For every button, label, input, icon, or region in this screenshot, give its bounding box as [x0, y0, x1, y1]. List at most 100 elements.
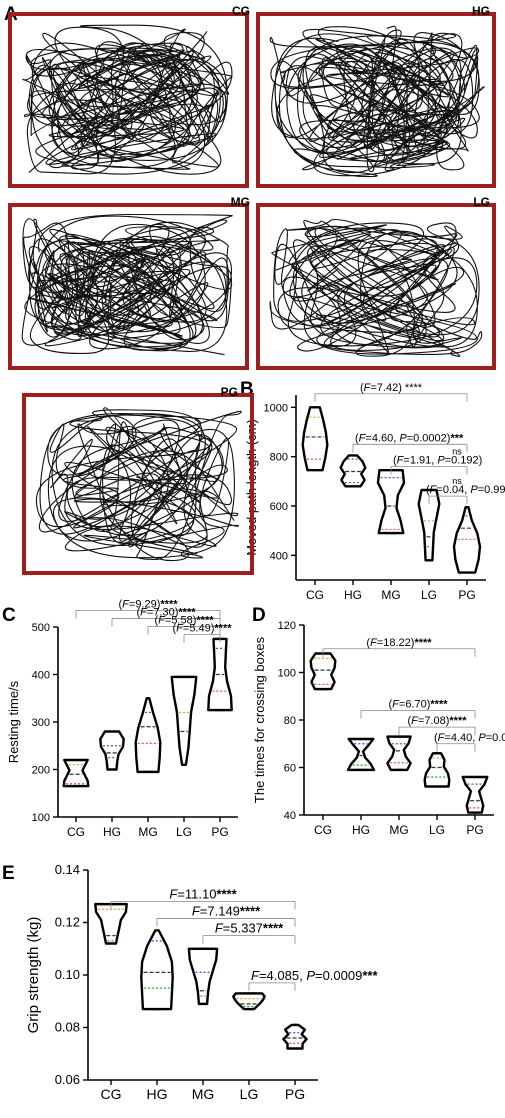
- violin-pg: [207, 637, 233, 712]
- x-tick-label: HG: [344, 588, 362, 602]
- x-tick-label: MG: [138, 825, 157, 839]
- panel-label-d: D: [252, 605, 266, 626]
- y-tick-label: 40: [284, 810, 296, 822]
- track-cg: [8, 12, 249, 188]
- ns-label: ns: [452, 476, 462, 486]
- stars: ****: [216, 887, 237, 902]
- annotation-text: (F=7.30)****: [136, 606, 196, 618]
- violin-outline: [140, 929, 174, 1011]
- track-label: HG: [472, 4, 490, 18]
- violin-outline: [452, 506, 482, 574]
- stars: ****: [160, 598, 178, 610]
- stars: ***: [450, 432, 464, 444]
- panel-label-c: C: [2, 605, 16, 626]
- violin-outline: [346, 737, 376, 772]
- y-tick-label: 300: [32, 717, 50, 729]
- bracket: (F=6.70)****: [360, 699, 476, 719]
- violin-outline: [187, 947, 219, 1006]
- y-tick-label: 500: [32, 622, 50, 634]
- violin-lg: [232, 992, 266, 1011]
- annotation-text: (F=4.60, P=0.0002)***: [355, 432, 464, 444]
- x-tick-label: HG: [352, 823, 370, 837]
- x-tick-label: CG: [306, 588, 324, 602]
- track-label: MG: [231, 195, 250, 209]
- movement-path: [21, 213, 233, 356]
- violin-hg: [346, 737, 376, 772]
- axes: 100 200 300 400 500 CG HG MG LG PG: [32, 622, 238, 839]
- chart-c: C 100 200 300 400 500 CG HG MG LG PG Resting time/s…: [2, 598, 238, 839]
- violin-pg: [452, 506, 482, 574]
- y-tick-label: 120: [278, 620, 296, 632]
- bracket: F=5.337****: [202, 921, 296, 944]
- violin-outline: [282, 1023, 308, 1050]
- violin-hg: [99, 730, 125, 771]
- movement-path: [269, 218, 483, 357]
- annotation-text: F=7.149****: [192, 904, 261, 919]
- y-tick-label: 800: [270, 452, 288, 464]
- x-tick-label: CG: [101, 1086, 122, 1102]
- x-tick-label: HG: [103, 825, 121, 839]
- violin-outline: [301, 406, 329, 472]
- track-label: PG: [221, 385, 238, 399]
- x-tick-label: PG: [466, 823, 483, 837]
- y-tick-label: 80: [284, 715, 296, 727]
- significance-brackets: (F=18.22)**** (F=6.70)**** (F=7.08)**** (F=…: [322, 637, 505, 752]
- stars: ****: [449, 715, 467, 727]
- violin-outline: [134, 697, 162, 774]
- violin-outline: [417, 488, 441, 562]
- violin-outline: [339, 454, 367, 488]
- bracket: (F=7.30)****: [111, 606, 221, 627]
- y-tick-label: 0.12: [55, 915, 80, 930]
- violin-mg: [134, 697, 162, 774]
- violin-outline: [62, 758, 90, 788]
- y-tick-label: 200: [32, 765, 50, 777]
- arena-frame: [22, 393, 254, 575]
- violin-cg: [94, 902, 128, 945]
- track-lg: [256, 203, 496, 370]
- y-tick-label: 400: [270, 550, 288, 562]
- annotation-text: F=11.10****: [169, 887, 237, 902]
- track-mg: [8, 203, 249, 370]
- x-tick-label: PG: [285, 1086, 305, 1102]
- x-tick-label: CG: [314, 823, 332, 837]
- x-tick-label: LG: [240, 1086, 259, 1102]
- stars: ****: [430, 699, 448, 711]
- y-tick-label: 0.06: [55, 1072, 80, 1087]
- annotation-text: (F=1.91, P=0.192): [393, 455, 482, 467]
- y-tick-label: 100: [32, 812, 50, 824]
- stars: ****: [196, 615, 214, 627]
- stars: ****: [263, 921, 284, 936]
- significance-brackets: (F=7.42) **** (F=4.60, P=0.0002)*** (F=1.9…: [314, 382, 505, 505]
- y-tick-label: 100: [278, 668, 296, 680]
- annotation-text: (F=5.58)****: [154, 615, 214, 627]
- arena-frame: [8, 12, 249, 188]
- annotation-text: F=4.085, P=0.0009***: [251, 968, 378, 983]
- violin-outline: [232, 992, 266, 1011]
- track-pg: PG: [22, 385, 254, 575]
- violin-outline: [423, 752, 451, 788]
- annotation-text: (F=4.40, P=0.0004)***: [434, 732, 505, 744]
- y-tick-label: 0.14: [55, 862, 80, 877]
- violin-lg: [423, 752, 451, 788]
- movement-path: [35, 407, 242, 562]
- arena-frame: [256, 12, 496, 188]
- chart-d: D 40 60 80 100 120 CG HG MG LG PG The times for cro…: [252, 605, 505, 837]
- violin-outline: [94, 902, 128, 945]
- bracket: (F=5.58)****: [147, 615, 221, 635]
- x-tick-label: LG: [429, 823, 445, 837]
- panel-label-e: E: [2, 863, 15, 884]
- axes: 40 60 80 100 120 CG HG MG LG PG: [278, 620, 494, 837]
- bracket: F=7.149****: [156, 904, 296, 927]
- violin-mg: [376, 469, 406, 535]
- bracket: (F=18.22)****: [322, 637, 476, 657]
- violin-outline: [170, 675, 198, 766]
- violin-hg: [339, 454, 367, 488]
- x-tick-label: MG: [381, 588, 400, 602]
- stars: ****: [214, 623, 232, 635]
- violin-pg: [461, 775, 489, 814]
- bracket: (F=5.49)****: [172, 623, 232, 643]
- significance-brackets: (F=9.29)****(F=7.30)****(F=5.58)****(F=5…: [75, 598, 232, 643]
- annotation-text: F=5.337****: [215, 921, 284, 936]
- y-axis-label: Resting time/s: [6, 680, 21, 763]
- stars: ***: [362, 968, 378, 983]
